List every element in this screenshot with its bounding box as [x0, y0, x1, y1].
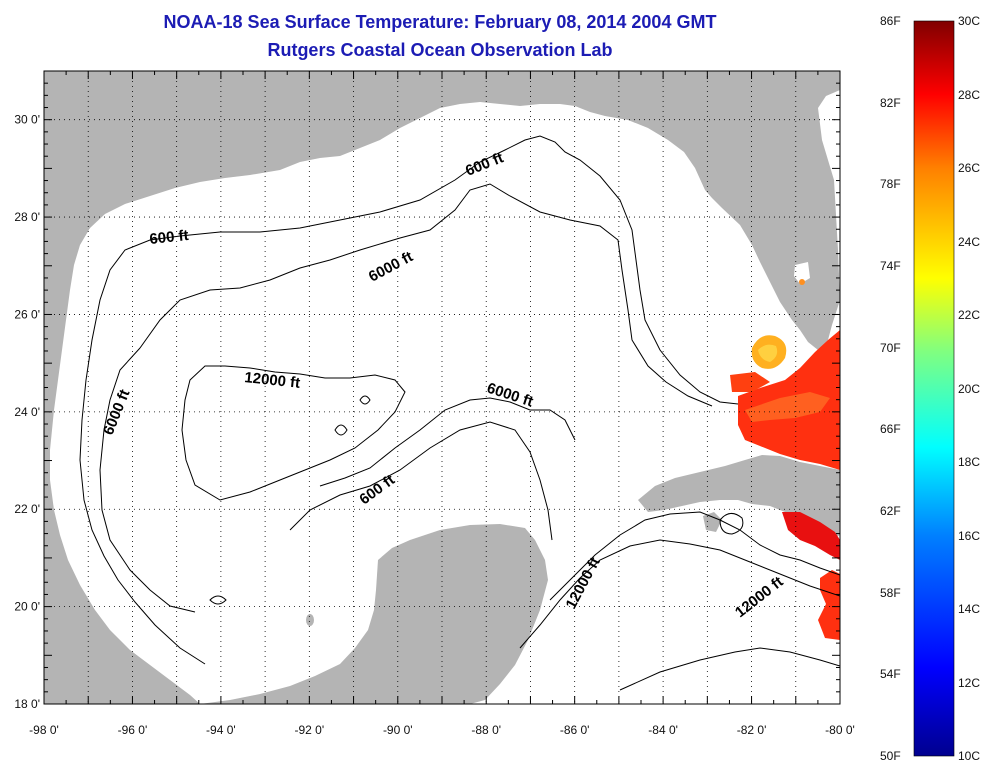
land-north-america	[44, 71, 840, 704]
colorbar-label-fahrenheit: 62F	[880, 504, 901, 518]
colorbar-label-celsius: 22C	[958, 308, 981, 322]
x-tick-label: -82 0'	[737, 723, 767, 737]
map-title: NOAA-18 Sea Surface Temperature: Februar…	[163, 12, 717, 32]
x-tick-label: -80 0'	[825, 723, 855, 737]
bathymetry-contours	[79, 135, 840, 691]
x-tick-label: -88 0'	[471, 723, 501, 737]
colorbar-label-fahrenheit: 66F	[880, 422, 901, 437]
y-tick-label: 26 0'	[14, 307, 40, 321]
y-tick-label: 22 0'	[14, 502, 40, 516]
colorbar-label-celsius: 30C	[958, 14, 981, 28]
y-tick-label: 30 0'	[14, 113, 40, 127]
colorbar-label-fahrenheit: 82F	[880, 95, 901, 110]
x-tick-label: -84 0'	[648, 723, 678, 737]
colorbar-label-celsius: 26C	[958, 161, 981, 175]
axis-ticks	[43, 70, 841, 705]
colorbar-label-fahrenheit: 78F	[880, 177, 901, 192]
colorbar-label-celsius: 18C	[958, 455, 981, 469]
colorbar-label-celsius: 16C	[958, 528, 981, 543]
y-tick-label: 18 0'	[14, 697, 40, 711]
contour-caribbean-north	[549, 511, 840, 601]
x-tick-label: -98 0'	[29, 723, 59, 737]
land-yucatan	[200, 524, 548, 704]
colorbar-label-celsius: 14C	[958, 602, 981, 616]
x-tick-label: -90 0'	[383, 723, 413, 737]
y-tick-label: 20 0'	[14, 600, 40, 614]
x-tick-label: -92 0'	[295, 723, 325, 737]
axis-tick-labels: -98 0' -96 0' -94 0' -92 0' -90 0' -88 0' -86 …	[14, 113, 854, 737]
x-tick-label: -94 0'	[206, 723, 236, 737]
sst-data	[730, 262, 840, 640]
contour-6000ft	[99, 183, 713, 613]
colorbar-label-fahrenheit: 74F	[880, 259, 901, 273]
y-tick-label: 28 0'	[14, 210, 40, 224]
colorbar-label-celsius: 12C	[958, 675, 981, 690]
contour-600ft-shelf	[79, 135, 739, 665]
graticule	[44, 71, 840, 704]
land-cuba-west	[703, 512, 722, 532]
y-tick-label: 24 0'	[14, 405, 40, 419]
colorbar-label-fahrenheit: 70F	[880, 340, 901, 355]
land-island-small	[306, 614, 314, 626]
colorbar-label-celsius: 28C	[958, 87, 981, 102]
colorbar-label-celsius: 10C	[958, 749, 981, 763]
contour-label: 600 ft	[149, 227, 190, 248]
contour-caribbean-12000	[519, 539, 840, 649]
colorbar-label-fahrenheit: 86F	[880, 14, 901, 28]
map-subtitle: Rutgers Coastal Ocean Observation Lab	[267, 40, 613, 60]
contour-caribbean-south	[619, 647, 840, 691]
colorbar-label-fahrenheit: 58F	[880, 585, 901, 600]
colorbar	[913, 20, 955, 757]
land-cuba	[638, 455, 840, 540]
colorbar-label-celsius: 24C	[958, 234, 981, 249]
contour-label: 12000 ft	[244, 369, 301, 392]
colorbar-label-fahrenheit: 54F	[880, 667, 901, 682]
x-tick-label: -96 0'	[118, 723, 148, 737]
contour-12000ft	[181, 365, 406, 501]
colorbar-label-fahrenheit: 50F	[880, 749, 901, 763]
x-tick-label: -86 0'	[560, 723, 590, 737]
colorbar-label-celsius: 20C	[958, 381, 981, 396]
